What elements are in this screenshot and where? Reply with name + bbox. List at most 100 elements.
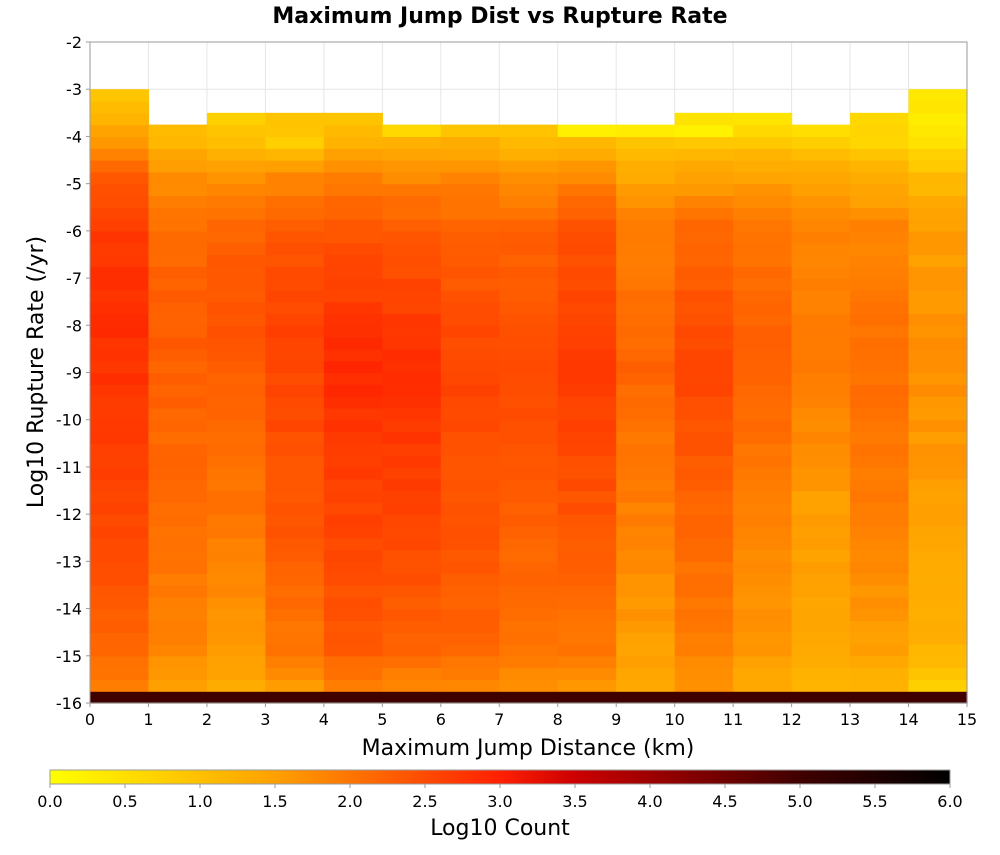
colorbar [49,769,951,785]
heatmap-cell [733,655,793,669]
heatmap-cell [557,313,617,326]
heatmap-cell [148,396,208,409]
heatmap-cell [323,266,383,279]
heatmap-cell [791,596,851,610]
heatmap-cell [616,301,676,315]
heatmap-cell [265,183,325,197]
heatmap-cell [557,136,617,149]
heatmap-cell [265,148,325,161]
heatmap-cell [557,584,617,598]
heatmap-cell [148,596,208,610]
heatmap-cell [499,502,559,515]
heatmap-cell [440,278,500,291]
heatmap-cell [382,325,442,338]
heatmap-cell [90,171,150,185]
heatmap-cell [850,478,910,492]
heatmap-cell [323,573,383,586]
heatmap-cell [674,183,734,197]
heatmap-cell [674,490,734,503]
heatmap-cell [557,171,617,185]
heatmap-cell [908,632,968,645]
heatmap-cell [499,466,559,480]
heatmap-cell [791,230,851,244]
heatmap-cell [850,242,910,256]
heatmap-cell [440,230,500,244]
heatmap-cell [557,407,617,421]
colorbar-label: Log10 Count [430,816,570,841]
heatmap-cell [148,183,208,197]
heatmap-cell [733,679,793,692]
heatmap-cell [791,691,851,704]
heatmap-cell [206,183,266,197]
heatmap-cell [323,148,383,161]
heatmap-cell [382,195,442,208]
heatmap-cell [908,278,968,291]
heatmap-cell [90,348,150,362]
heatmap-cell [791,348,851,362]
heatmap-cell [323,230,383,244]
y-tick-label: -10 [56,411,82,430]
heatmap-cell [148,643,208,657]
heatmap-cell [323,502,383,515]
heatmap-cell [206,372,266,385]
heatmap-cell [90,337,150,350]
heatmap-cell [265,360,325,374]
heatmap-cell [908,195,968,208]
heatmap-cell [382,360,442,374]
heatmap-cell [499,691,559,704]
heatmap-cell [148,525,208,539]
heatmap-cell [382,278,442,291]
heatmap-cell [440,549,500,562]
heatmap-cell [850,561,910,574]
heatmap-cell [382,313,442,326]
heatmap-cell [616,691,676,704]
heatmap-cell [733,502,793,515]
heatmap-cell [674,372,734,385]
heatmap-cell [616,573,676,586]
heatmap-cell [908,419,968,433]
heatmap-cell [557,160,617,173]
heatmap-cell [908,301,968,315]
colorbar-tick-label: 6.0 [937,792,962,811]
heatmap-cell [148,254,208,267]
heatmap-cell [850,348,910,362]
heatmap-cell [440,691,500,704]
heatmap-cell [674,525,734,539]
heatmap-cell [382,561,442,574]
heatmap-cell [90,219,150,232]
heatmap-cell [148,490,208,503]
heatmap-cell [557,596,617,610]
heatmap-cell [733,549,793,562]
heatmap-cell [499,632,559,645]
heatmap-cell [499,584,559,598]
heatmap-cell [440,313,500,326]
heatmap-cell [323,584,383,598]
heatmap-cell [265,466,325,480]
heatmap-cell [733,525,793,539]
heatmap-cell [440,537,500,551]
chart-title: Maximum Jump Dist vs Rupture Rate [272,4,727,29]
x-tick-label: 10 [664,710,684,729]
heatmap-cell [733,632,793,645]
heatmap-cell [148,478,208,492]
heatmap-cell [265,455,325,468]
heatmap-cell [557,289,617,303]
heatmap-cell [674,455,734,468]
heatmap-cell [323,325,383,338]
heatmap-cell [850,372,910,385]
heatmap-cell [850,525,910,539]
heatmap-cell [440,183,500,197]
heatmap-cell [850,584,910,598]
heatmap-cell [148,549,208,562]
heatmap-cell [557,443,617,456]
heatmap-cell [616,431,676,444]
y-tick-label: -5 [66,175,82,194]
heatmap-cell [323,136,383,149]
heatmap-cell [323,679,383,692]
heatmap-cell [791,632,851,645]
heatmap-cell [265,112,325,126]
heatmap-cell [323,561,383,574]
heatmap-cell [148,561,208,574]
heatmap-cell [148,419,208,433]
heatmap-cell [90,525,150,539]
